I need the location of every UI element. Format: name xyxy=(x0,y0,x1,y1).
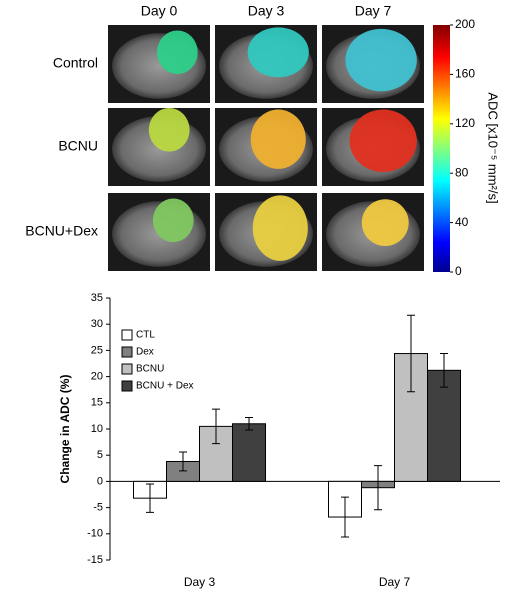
y-tick-label: -10 xyxy=(87,528,103,540)
colorbar xyxy=(433,25,450,272)
y-tick-label: 30 xyxy=(91,318,103,330)
y-tick-label: 25 xyxy=(91,344,103,356)
y-tick-label: 5 xyxy=(97,449,103,461)
y-axis-label: Change in ADC (%) xyxy=(58,375,72,484)
error-bar xyxy=(440,353,448,388)
column-label: Day 3 xyxy=(248,3,285,19)
error-bar xyxy=(407,314,415,393)
tumor-map xyxy=(345,28,417,92)
x-tick-label: Day 7 xyxy=(379,575,411,589)
error-bar xyxy=(179,451,187,472)
row-label: BCNU xyxy=(58,138,98,154)
colorbar-tick-label: 160 xyxy=(455,67,475,81)
tumor-map xyxy=(152,198,194,243)
error-bar xyxy=(374,465,382,511)
legend-label: BCNU + Dex xyxy=(136,381,194,392)
tumor-map xyxy=(250,109,306,169)
error-bar xyxy=(341,496,349,538)
legend-swatch xyxy=(121,346,133,358)
column-label: Day 0 xyxy=(141,3,178,19)
legend-swatch xyxy=(121,329,133,341)
legend-label: Dex xyxy=(136,347,154,358)
legend-swatch xyxy=(121,380,133,392)
legend-swatch xyxy=(121,363,133,375)
tumor-map xyxy=(361,199,409,247)
colorbar-tick-label: 40 xyxy=(455,215,469,229)
y-tick-label: 0 xyxy=(97,475,103,487)
colorbar-tick-label: 0 xyxy=(455,264,462,278)
tumor-map xyxy=(252,195,308,261)
colorbar-tick-label: 120 xyxy=(455,116,475,130)
y-tick-label: 20 xyxy=(91,371,103,383)
error-bar xyxy=(212,408,220,445)
column-label: Day 7 xyxy=(355,3,392,19)
error-bar xyxy=(245,416,253,431)
tumor-map xyxy=(148,108,190,152)
colorbar-label: ADC [x10⁻⁵ mm²/s] xyxy=(486,92,501,203)
row-label: Control xyxy=(53,55,98,71)
y-tick-label: 35 xyxy=(91,292,103,304)
tumor-map xyxy=(349,109,417,172)
error-bar xyxy=(146,483,154,513)
row-label: BCNU+Dex xyxy=(25,223,98,239)
tumor-map xyxy=(156,30,198,75)
y-tick-label: -5 xyxy=(93,502,103,514)
colorbar-tick-label: 200 xyxy=(455,17,475,31)
bar xyxy=(427,369,461,482)
mri-grid xyxy=(108,25,424,271)
legend-label: CTL xyxy=(136,330,155,341)
y-tick-label: -15 xyxy=(87,554,103,566)
y-tick-label: 10 xyxy=(91,423,103,435)
x-tick-label: Day 3 xyxy=(184,575,216,589)
legend-label: BCNU xyxy=(136,364,164,375)
colorbar-tick-label: 80 xyxy=(455,165,469,179)
bar xyxy=(232,423,266,482)
y-tick-label: 15 xyxy=(91,397,103,409)
tumor-map xyxy=(247,27,309,78)
